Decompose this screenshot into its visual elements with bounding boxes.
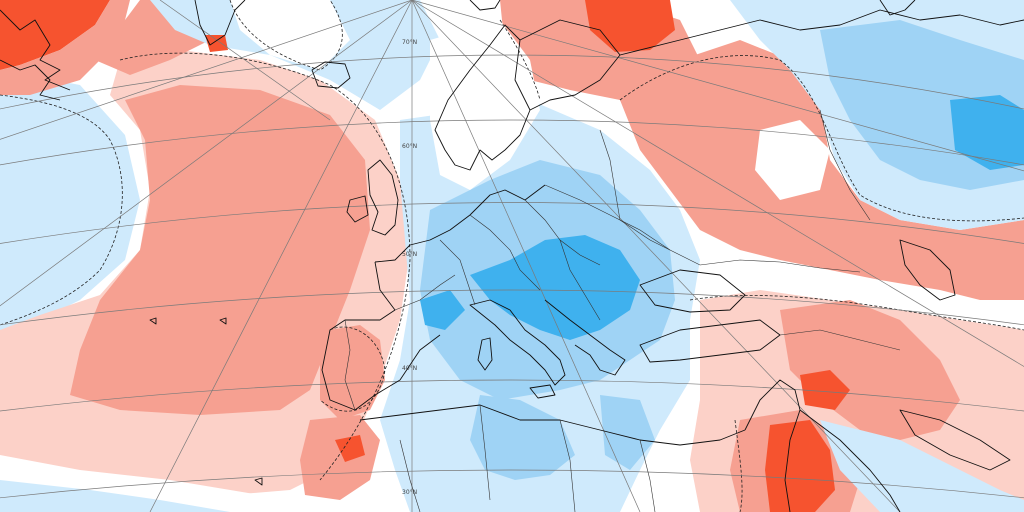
anomaly-positive-iberia [320,325,385,420]
anomaly-negative-libya [600,395,655,470]
lat-label-40: 40°N [402,365,417,372]
anomaly-weak-negative-west [0,70,140,335]
lat-label-50: 50°N [402,251,417,258]
anomaly-positive-greenland-edge [0,0,130,95]
anomaly-strong-positive-svalbard [205,35,228,52]
anomaly-strong-positive-morocco [335,435,365,462]
lat-label-60: 60°N [402,143,417,150]
anomaly-strong-positive-syria [800,370,850,410]
anomaly-positive-atlantic [70,85,370,415]
country-borders [344,109,901,512]
anomaly-strong-positive-greenland [0,0,110,70]
anomaly-neutral-east-patches [755,120,830,200]
anomaly-neutral-arctic [230,0,350,70]
anomaly-strong-negative-siberia [950,95,1024,170]
anomaly-weak-negative-caspian [820,420,1024,512]
anomaly-weak-negative-sw [0,480,230,512]
lat-label-30: 30°N [402,489,417,496]
anomaly-strong-negative-france [420,290,465,330]
anomaly-neutral-scandinavia [430,20,540,190]
anomaly-strong-positive-egypt [765,420,835,512]
anomaly-positive-arabia [780,300,960,440]
lat-label-70: 70°N [402,39,417,46]
anomaly-negative-sahara [470,395,575,480]
